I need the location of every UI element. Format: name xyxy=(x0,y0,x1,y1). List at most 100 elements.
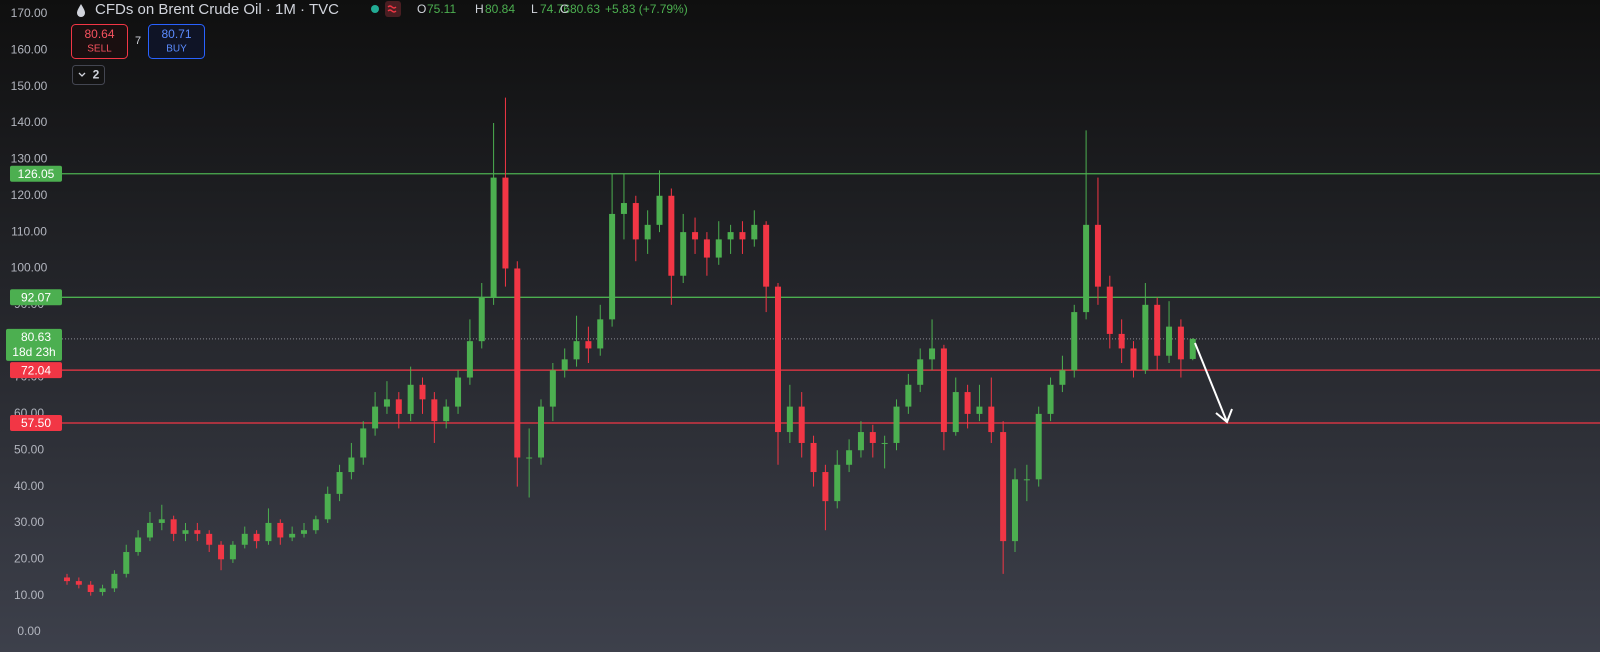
ohlc-key: H xyxy=(475,2,484,16)
candle-body xyxy=(1083,224,1090,313)
candle-body xyxy=(763,224,770,287)
level-badge xyxy=(10,414,62,431)
candle-body xyxy=(940,348,947,433)
level-label: 57.50 xyxy=(21,416,51,430)
y-tick-label: 30.00 xyxy=(14,515,44,529)
data-indicator[interactable] xyxy=(385,1,401,17)
collapse-button[interactable] xyxy=(72,65,105,85)
buy-label: BUY xyxy=(166,44,187,55)
candle-body xyxy=(146,522,153,538)
level-badge xyxy=(10,165,62,182)
candle-body xyxy=(573,341,580,360)
y-tick-label: 50.00 xyxy=(14,442,44,456)
ohlc-value: 74.76 xyxy=(540,2,570,16)
candle-body xyxy=(466,341,473,378)
collapsed-count: 2 xyxy=(93,68,100,82)
candle-body xyxy=(1000,432,1007,542)
last-price-badge xyxy=(6,328,62,361)
candle-body xyxy=(1166,326,1173,356)
candle-body xyxy=(810,442,817,473)
candle-body xyxy=(99,588,106,593)
candle-body xyxy=(1189,338,1196,359)
candle-body xyxy=(241,533,248,545)
market-status[interactable] xyxy=(371,5,379,13)
y-tick-label: 10.00 xyxy=(14,588,44,602)
candle-body xyxy=(348,457,355,473)
candle-body xyxy=(549,370,556,407)
symbol-title[interactable]: CFDs on Brent Crude Oil · 1M · TVC xyxy=(95,1,339,18)
candle-body xyxy=(656,195,663,225)
candle-body xyxy=(703,239,710,258)
ohlc-value: 80.63 xyxy=(570,2,600,16)
candle-body xyxy=(194,530,201,534)
candle-body xyxy=(1154,304,1161,356)
sell-label: SELL xyxy=(87,44,112,55)
level-label: 126.05 xyxy=(18,167,55,181)
candle-body xyxy=(170,519,177,534)
candle-body xyxy=(111,573,118,589)
level-label: 72.04 xyxy=(21,363,51,377)
arrow-drawing xyxy=(1194,342,1233,424)
y-tick-label: 40.00 xyxy=(14,479,44,493)
candle-body xyxy=(265,522,272,542)
last-price-label: 80.63 xyxy=(21,330,51,344)
y-tick-label: 160.00 xyxy=(11,43,48,57)
candle-body xyxy=(846,450,853,465)
candle-body xyxy=(632,203,639,240)
candle-body xyxy=(644,224,651,240)
candle-body xyxy=(490,177,497,298)
y-tick-label: 100.00 xyxy=(11,261,48,275)
candle-body xyxy=(692,232,699,240)
candle-body xyxy=(739,232,746,240)
buy-price: 80.71 xyxy=(161,27,191,41)
candle-body xyxy=(917,359,924,385)
candle-body xyxy=(1177,326,1184,360)
candle-body xyxy=(301,530,307,534)
y-tick-label: 110.00 xyxy=(11,224,47,238)
y-tick-label: 20.00 xyxy=(14,551,44,565)
candle-body xyxy=(561,359,568,371)
candle-body xyxy=(857,432,864,451)
sell-price: 80.64 xyxy=(84,27,114,41)
candle-body xyxy=(680,232,687,276)
candle-body xyxy=(360,428,367,458)
candle-body xyxy=(1012,479,1018,542)
candle-body xyxy=(135,537,142,553)
candle-body xyxy=(715,239,722,258)
candle-body xyxy=(751,224,758,240)
sell-button[interactable] xyxy=(71,24,128,59)
candle-body xyxy=(502,177,509,269)
candle-body xyxy=(123,552,130,574)
candle-body xyxy=(1071,312,1078,371)
candle-body xyxy=(229,544,236,560)
countdown: 18d 23h xyxy=(12,345,55,359)
candle-body xyxy=(798,406,805,443)
candle-body xyxy=(988,406,995,433)
candle-body xyxy=(443,406,450,422)
candle-body xyxy=(526,457,533,459)
level-label: 92.07 xyxy=(21,290,51,304)
candle-body xyxy=(158,519,165,523)
candle-body xyxy=(336,472,343,494)
candle-body xyxy=(976,406,983,414)
candle-body xyxy=(609,213,616,320)
candle-body xyxy=(881,442,888,444)
candle-body xyxy=(407,384,414,414)
candle-body xyxy=(324,493,331,520)
candle-body xyxy=(218,544,225,560)
candle-body xyxy=(1130,348,1137,371)
candle-body xyxy=(952,392,959,433)
spread: 7 xyxy=(135,35,141,47)
candle-body xyxy=(1118,333,1125,349)
candle-body xyxy=(1094,224,1101,287)
candle-body xyxy=(182,530,189,534)
candle-body xyxy=(905,384,912,407)
candle-body xyxy=(775,286,781,433)
candle-body xyxy=(597,319,604,349)
ohlc-key: L xyxy=(531,2,538,16)
symbol-icon xyxy=(77,4,85,17)
level-badge xyxy=(10,362,62,379)
buy-button[interactable] xyxy=(148,24,205,59)
